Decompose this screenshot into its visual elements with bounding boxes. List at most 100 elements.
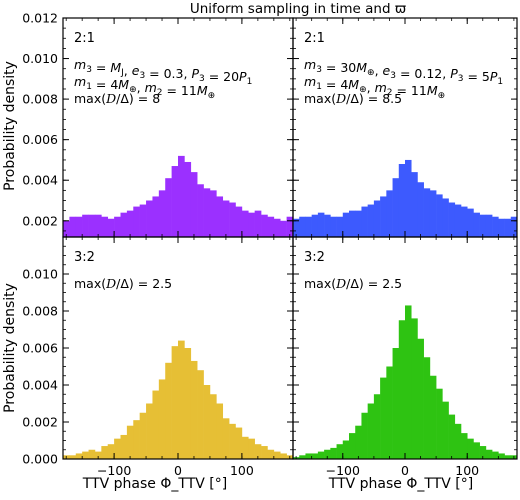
histogram-bar bbox=[184, 348, 192, 459]
histogram-bar bbox=[171, 166, 179, 237]
xtick-label: 100 bbox=[230, 463, 254, 478]
histogram-bar bbox=[197, 370, 204, 459]
histogram-bar bbox=[229, 202, 236, 237]
histogram-bar bbox=[467, 208, 474, 237]
histogram-bar bbox=[342, 212, 350, 237]
histogram-bar bbox=[280, 220, 287, 237]
histogram-bar bbox=[411, 318, 418, 459]
histogram-bar bbox=[107, 444, 115, 459]
annotation-line: m3 = 30M⊕, e3 = 0.12, P3 = 5P1 bbox=[304, 57, 503, 87]
histogram-bar bbox=[248, 438, 255, 459]
histogram-bar bbox=[139, 204, 147, 237]
histogram-bar bbox=[305, 453, 312, 459]
histogram-bar bbox=[107, 218, 115, 237]
histogram-bar bbox=[392, 178, 400, 237]
xlabel-right: TTV phase Φ_TTV [°] bbox=[328, 476, 473, 492]
annotation-line: m1 = 4M⊕, m2 = 11M⊕ bbox=[74, 74, 215, 101]
bars-group bbox=[63, 155, 293, 237]
histogram-bar bbox=[280, 453, 287, 459]
histogram-bar bbox=[261, 214, 268, 237]
histogram-bar bbox=[190, 172, 198, 237]
histogram-bar bbox=[299, 216, 306, 237]
histogram-bar bbox=[504, 218, 512, 237]
histogram-bar bbox=[355, 210, 362, 237]
histogram-bar bbox=[386, 366, 393, 459]
panels-group: 0.002 0.004 0.006 0.008 0.010 0.012 2:1 m3 = MJ… bbox=[22, 11, 518, 478]
histogram-bar bbox=[429, 375, 437, 459]
histogram-bar bbox=[405, 159, 412, 237]
histogram-bar bbox=[133, 420, 140, 459]
histogram-bar bbox=[120, 434, 128, 459]
histogram-bar bbox=[324, 214, 331, 237]
histogram-bar bbox=[386, 190, 393, 237]
histogram-bar bbox=[373, 394, 381, 459]
histogram-bar bbox=[485, 449, 493, 459]
histogram-bar bbox=[479, 214, 487, 237]
panel-top-left: 0.002 0.004 0.006 0.008 0.010 0.012 2:1 m3 = MJ… bbox=[22, 11, 294, 238]
xtick-label: 0 bbox=[174, 463, 182, 478]
histogram-bar bbox=[380, 196, 387, 237]
histogram-bar bbox=[158, 379, 166, 459]
ytick-label: 0.010 bbox=[22, 267, 58, 282]
histogram-bar bbox=[336, 444, 344, 459]
histogram-bar bbox=[355, 425, 362, 459]
histogram-bar bbox=[267, 216, 275, 237]
histogram-bar bbox=[405, 305, 412, 459]
histogram-bar bbox=[380, 377, 387, 459]
histogram-bar bbox=[222, 200, 230, 237]
histogram-bar bbox=[209, 394, 217, 459]
histogram-bar bbox=[311, 214, 319, 237]
ytick-label: 0.002 bbox=[22, 415, 58, 430]
histogram-bar bbox=[361, 412, 368, 459]
histogram-bar bbox=[114, 438, 121, 459]
histogram-bar bbox=[461, 206, 468, 237]
histogram-bar bbox=[317, 212, 325, 237]
histogram-bar bbox=[299, 455, 306, 459]
histogram-bar bbox=[197, 184, 204, 237]
histogram-bar bbox=[273, 218, 281, 237]
histogram-bar bbox=[101, 446, 109, 459]
histogram-bar bbox=[286, 216, 293, 237]
histogram-bar bbox=[349, 210, 356, 237]
xtick-label: −100 bbox=[97, 463, 131, 478]
histogram-bar bbox=[146, 403, 153, 459]
histogram-bar bbox=[330, 447, 337, 459]
histogram-bar bbox=[75, 453, 83, 459]
ytick-label: 0.012 bbox=[22, 11, 58, 26]
resonance-label: 2:1 bbox=[74, 31, 95, 46]
histogram-bar bbox=[479, 446, 487, 459]
histogram-bar bbox=[442, 401, 449, 459]
histogram-bar bbox=[349, 433, 356, 459]
histogram-bar bbox=[229, 423, 236, 459]
histogram-bar bbox=[330, 216, 337, 237]
histogram-bar bbox=[429, 190, 437, 237]
resonance-label: 3:2 bbox=[74, 250, 95, 265]
histogram-bar bbox=[178, 155, 185, 237]
histogram-bar bbox=[492, 216, 499, 237]
histogram-bar bbox=[498, 453, 505, 459]
ylabel-bottom: Probability density bbox=[2, 283, 18, 413]
histogram-bar bbox=[254, 210, 262, 237]
axis-labels-group: Probability density Probability density … bbox=[2, 61, 473, 492]
histogram-bar bbox=[254, 444, 262, 459]
histogram-bar bbox=[461, 433, 468, 459]
histogram-bar bbox=[342, 440, 350, 459]
ytick-label: 0.008 bbox=[22, 92, 58, 107]
histogram-bar bbox=[336, 216, 344, 237]
ytick-label: 0.006 bbox=[22, 132, 58, 147]
histogram-bar bbox=[94, 214, 102, 237]
histogram-bar bbox=[94, 451, 102, 459]
histogram-bar bbox=[373, 200, 381, 237]
histogram-bar bbox=[417, 338, 424, 459]
ytick-label: 0.004 bbox=[22, 378, 58, 393]
histogram-bar bbox=[436, 388, 443, 459]
histogram-bar bbox=[114, 216, 121, 237]
histogram-bar bbox=[361, 206, 368, 237]
xtick-label: 0 bbox=[401, 463, 409, 478]
xlabel-left: TTV phase Φ_TTV [°] bbox=[82, 476, 227, 492]
ytick-label: 0.004 bbox=[22, 173, 58, 188]
histogram-bar bbox=[146, 200, 153, 237]
histogram-bar bbox=[267, 449, 275, 459]
histogram-bar bbox=[305, 216, 312, 237]
